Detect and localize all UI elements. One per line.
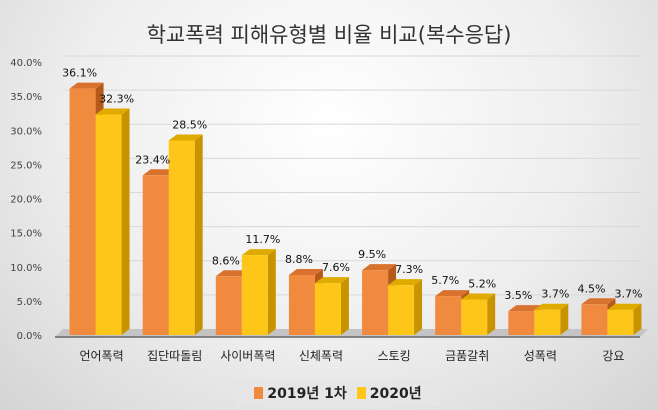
x-category-label: 성폭력 — [524, 349, 557, 363]
data-label: 11.7% — [245, 233, 280, 246]
data-label: 8.8% — [285, 253, 313, 266]
legend-item-2020: 2020년 — [356, 383, 422, 403]
bar-side — [194, 134, 203, 335]
bar-top — [388, 279, 423, 286]
data-label: 4.5% — [577, 282, 605, 295]
bar-2020 — [168, 140, 195, 335]
bar-2020 — [534, 309, 561, 335]
bar-2020 — [95, 114, 122, 336]
bar-top — [534, 303, 569, 310]
data-label: 36.1% — [62, 67, 97, 80]
bar-top — [508, 305, 543, 312]
x-category-label: 스토킹 — [378, 349, 411, 363]
bar-2020 — [461, 299, 488, 335]
bar-2019 — [142, 175, 169, 335]
x-category-label: 신체폭력 — [299, 349, 343, 363]
bar-side — [633, 303, 642, 335]
bar-2019 — [508, 311, 535, 335]
y-tick-label: 5.0% — [17, 297, 42, 308]
data-label: 3.7% — [541, 288, 569, 301]
legend: 2019년 1차 2020년 — [235, 380, 441, 406]
bar-2020 — [241, 255, 268, 335]
bar-2019 — [362, 270, 389, 335]
bar-side — [340, 277, 349, 335]
legend-swatch — [356, 387, 366, 399]
chart-floor — [55, 329, 648, 337]
bar-top — [288, 268, 323, 275]
bar-2019 — [215, 276, 242, 335]
bar-side — [487, 293, 496, 335]
bar-side — [560, 303, 569, 335]
x-category-label: 사이버폭력 — [220, 349, 275, 363]
y-tick-label: 25.0% — [10, 160, 42, 171]
bar-top — [581, 298, 616, 305]
x-category-label: 언어폭력 — [79, 349, 123, 363]
legend-item-2019: 2019년 1차 — [254, 383, 347, 403]
bar-side — [267, 249, 276, 335]
bar-top — [362, 264, 397, 271]
bar-2020 — [314, 283, 341, 335]
bar-top — [241, 249, 276, 256]
x-category-label: 금품갈취 — [445, 349, 489, 363]
y-tick-label: 40.0% — [10, 58, 42, 69]
data-label: 7.3% — [395, 263, 423, 276]
x-category-label: 강요 — [602, 349, 624, 363]
bar-top — [607, 303, 642, 310]
bar-2019 — [288, 274, 315, 335]
data-label: 5.2% — [468, 278, 496, 291]
bar-top — [69, 82, 104, 89]
bar-top — [95, 108, 130, 115]
data-label: 3.7% — [614, 288, 642, 301]
data-label: 28.5% — [172, 118, 207, 131]
y-tick-label: 0.0% — [17, 331, 42, 342]
bar-2020 — [388, 285, 415, 335]
legend-label: 2020년 — [369, 386, 422, 402]
bar-top — [435, 290, 470, 297]
bar-2019 — [435, 296, 462, 335]
y-tick-label: 15.0% — [10, 229, 42, 240]
bar-top — [215, 270, 250, 277]
bar-top — [142, 169, 177, 176]
x-category-label: 집단따돌림 — [147, 349, 202, 363]
y-tick-label: 10.0% — [10, 263, 42, 274]
bar-side — [414, 279, 423, 335]
legend-swatch — [254, 387, 264, 399]
bar-side — [121, 108, 130, 336]
bar-top — [168, 134, 203, 141]
y-tick-label: 20.0% — [10, 195, 42, 206]
data-label: 23.4% — [135, 153, 170, 166]
bar-2020 — [607, 309, 634, 335]
bar-top — [314, 277, 349, 284]
bar-2019 — [69, 88, 96, 336]
bar-2019 — [581, 304, 608, 335]
legend-label: 2019년 1차 — [267, 386, 347, 402]
data-label: 9.5% — [358, 248, 386, 261]
data-label: 8.6% — [212, 254, 240, 267]
data-label: 32.3% — [99, 93, 134, 106]
y-tick-label: 30.0% — [10, 126, 42, 137]
y-tick-label: 35.0% — [10, 92, 42, 103]
data-label: 3.5% — [504, 289, 532, 302]
data-label: 7.6% — [322, 261, 350, 274]
bar-top — [461, 293, 496, 300]
chart-title: 학교폭력 피해유형별 비율 비교(복수응답) — [147, 23, 512, 47]
data-label: 5.7% — [431, 274, 459, 287]
